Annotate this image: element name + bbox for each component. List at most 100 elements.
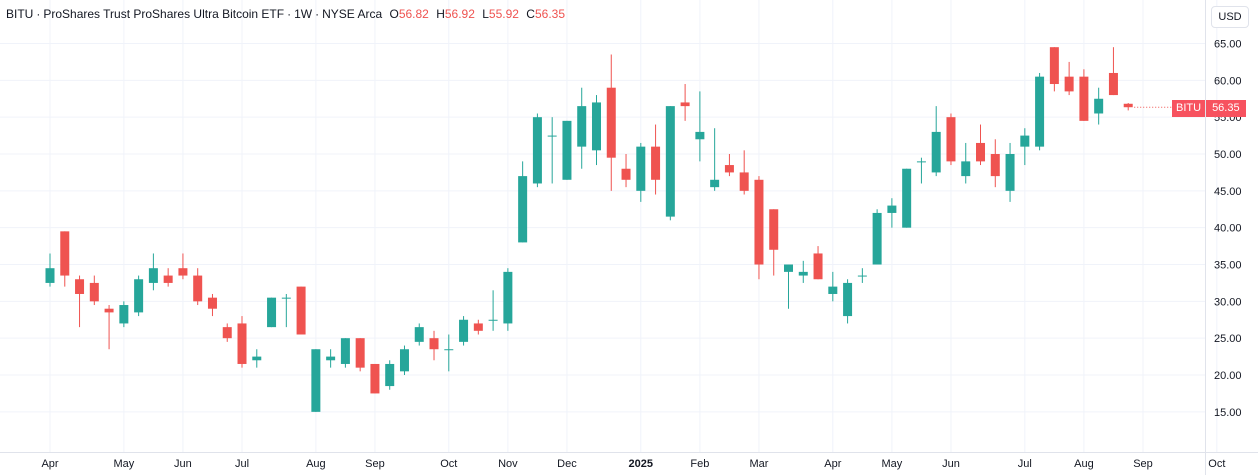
candle [990, 139, 1000, 188]
candle [1064, 61, 1074, 96]
candle [222, 323, 232, 342]
symbol-legend: BITU · ProShares Trust ProShares Ultra Bit… [6, 7, 565, 21]
candle-body [946, 117, 956, 162]
x-tick-label: Dec [557, 458, 577, 470]
candle-body [222, 327, 232, 339]
legend-name: ProShares Trust ProShares Ultra Bitcoin … [43, 7, 285, 21]
x-tick-label: Jun [942, 458, 960, 470]
candle [503, 268, 513, 331]
grid-lines [0, 0, 1218, 452]
candle-body [60, 231, 70, 276]
candle-body [1020, 135, 1030, 147]
x-tick-label: Apr [824, 458, 841, 470]
candle [784, 264, 793, 309]
candle-body [798, 271, 808, 276]
candle-body [1064, 76, 1074, 92]
candle-body [340, 338, 350, 364]
candle [710, 128, 720, 191]
x-tick-label: May [113, 458, 134, 470]
candle-body [680, 102, 690, 107]
legend-open-value: 56.82 [398, 7, 429, 21]
candle [843, 279, 853, 324]
candle-body [75, 279, 85, 294]
candle [89, 275, 99, 306]
x-tick-label: Jul [1018, 458, 1032, 470]
candle-body [577, 106, 587, 147]
candle [252, 349, 262, 368]
candle-body [621, 168, 631, 180]
candle [414, 323, 424, 346]
candle [473, 319, 483, 335]
candle-body [562, 120, 572, 180]
legend-symbol[interactable]: BITU [6, 7, 34, 21]
candle-body [326, 356, 336, 361]
candle-body [665, 106, 675, 217]
candle [695, 91, 705, 162]
candle [872, 209, 882, 265]
candle [444, 334, 454, 372]
candle [1035, 72, 1045, 151]
candle-body [1035, 76, 1045, 147]
candle-body [1049, 47, 1059, 85]
candle-body [857, 275, 867, 277]
candle-body [784, 264, 793, 272]
candle-body [399, 349, 409, 372]
candle [606, 54, 616, 191]
candle [385, 360, 395, 390]
legend-low-value: 55.92 [488, 7, 519, 21]
candle [1005, 142, 1015, 202]
candle [207, 293, 217, 317]
candle [665, 106, 675, 221]
candle-body [1094, 98, 1104, 114]
candle-body [651, 146, 661, 180]
candle [1020, 128, 1030, 166]
price-tag-value: 56.35 [1206, 100, 1246, 117]
x-tick-label: Sep [1133, 458, 1153, 470]
candle-body [370, 363, 380, 394]
candle [326, 349, 336, 368]
candle [296, 286, 306, 335]
candle-body [1123, 103, 1133, 108]
legend-close-value: 56.35 [534, 7, 565, 21]
legend-high-value: 56.92 [444, 7, 475, 21]
candle [148, 253, 158, 291]
x-tick-label: Jun [174, 458, 192, 470]
legend-high-label: H [436, 7, 445, 21]
candle [976, 124, 986, 166]
currency-button[interactable]: USD [1211, 6, 1249, 28]
candle-body [444, 349, 454, 351]
candle-body [976, 142, 986, 162]
candle-body [813, 253, 823, 280]
y-tick-label: 50.00 [1214, 149, 1242, 161]
candle-body [754, 179, 764, 265]
candle [311, 349, 321, 412]
candle-body [887, 205, 897, 213]
candle-body [385, 363, 395, 387]
x-tick-label: Mar [749, 458, 768, 470]
candle [163, 268, 173, 287]
candle-body [134, 279, 144, 313]
candle-body [148, 268, 158, 283]
candle [237, 316, 247, 368]
candle-body [119, 305, 129, 324]
candle-body [606, 87, 616, 158]
candle-body [207, 297, 217, 309]
candle-body [1005, 154, 1015, 191]
candle [547, 117, 557, 184]
candle [946, 113, 956, 166]
candle [488, 290, 498, 331]
candle-body [163, 275, 173, 283]
candle [813, 246, 823, 280]
candle-body [902, 168, 912, 228]
candle [680, 84, 690, 121]
candle-body [769, 209, 779, 250]
candle-body [459, 319, 469, 342]
candle [591, 95, 601, 166]
candle [798, 260, 808, 283]
candle [577, 87, 587, 169]
candle [267, 297, 277, 328]
candle-body [591, 102, 601, 151]
candle-body [267, 297, 277, 328]
candle-body [311, 349, 321, 412]
